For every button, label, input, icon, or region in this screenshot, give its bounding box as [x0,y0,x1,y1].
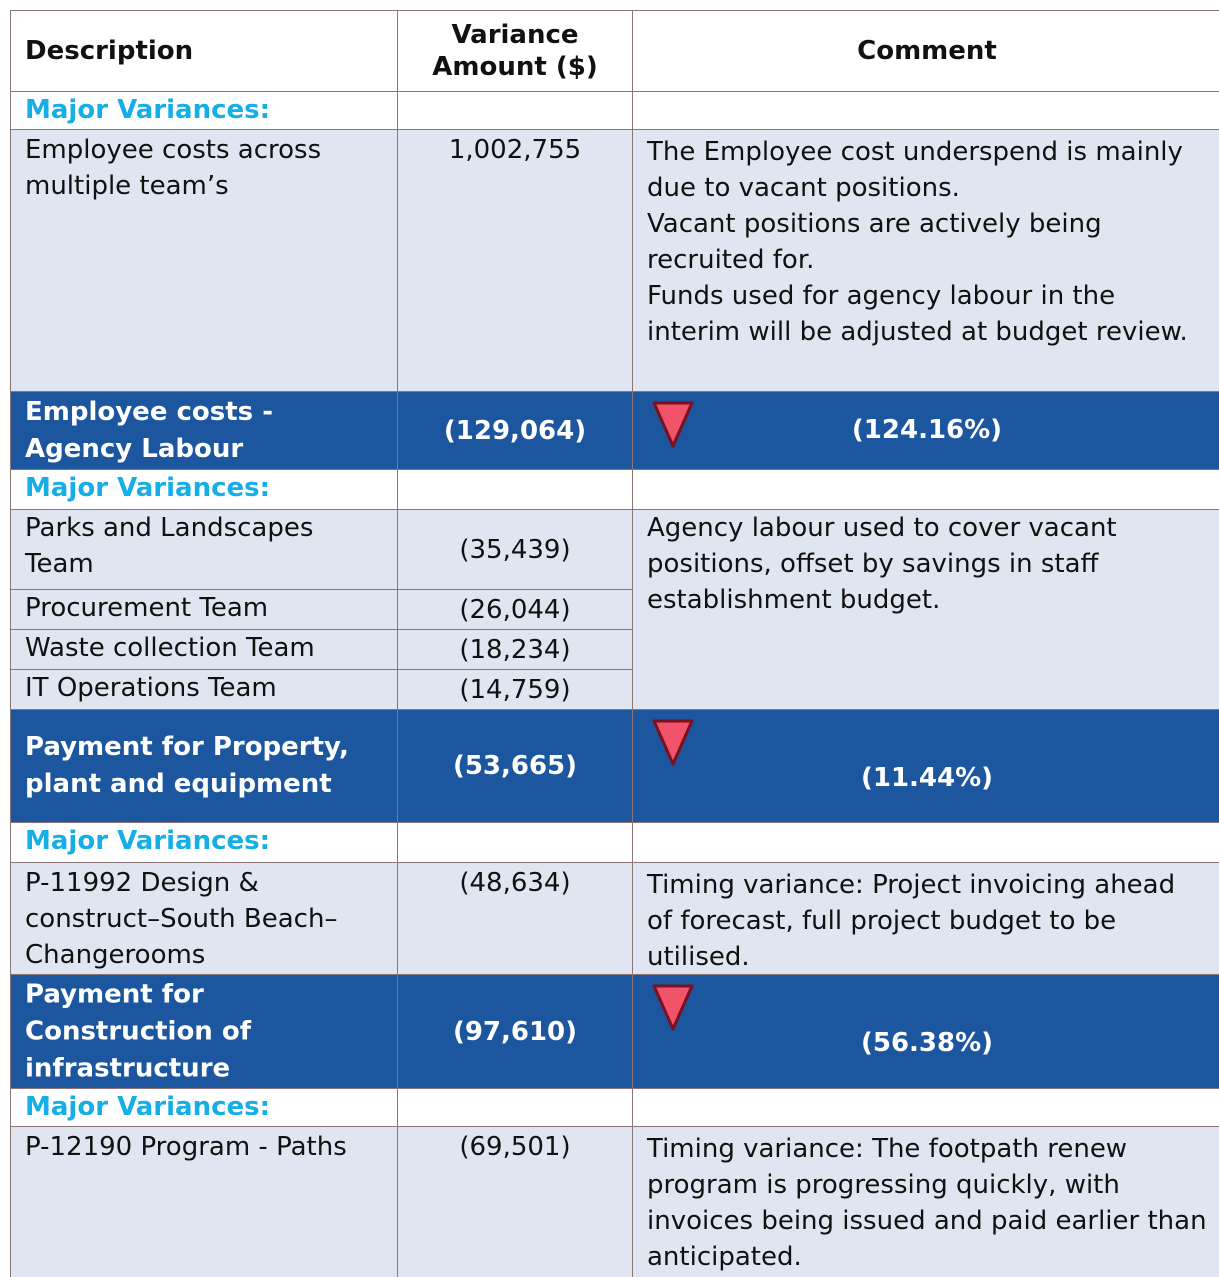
major-variances-label: Major Variances: [25,473,271,503]
comment-line: Vacant positions are actively being recr… [647,209,1102,275]
down-triangle-icon [652,401,694,448]
comment-line: Funds used for agency labour in the inte… [647,281,1188,347]
item-description-cell: Procurement Team [10,590,398,630]
header-text: Comment [857,36,997,66]
major-variances-label: Major Variances: [25,826,271,856]
down-triangle-icon [652,984,694,1031]
item-description-cell: Employee costs across multiple team’s [10,130,398,392]
header-text: Description [25,36,194,66]
total-amount: (129,064) [443,415,587,446]
empty-cell [398,470,633,510]
label-cell: Major Variances: [10,92,398,130]
item-comment-cell: Timing variance: The footpath renew prog… [633,1127,1219,1277]
total-amount-cell: (97,610) [398,975,633,1089]
item-description: IT Operations Team [25,673,277,703]
label-cell: Major Variances: [10,470,398,510]
total-percent: (11.44%) [860,763,994,793]
item-description-cell: Waste collection Team [10,630,398,670]
item-amount: (69,501) [459,1132,571,1162]
empty-cell [398,823,633,863]
comment-line: Timing variance: The footpath renew prog… [647,1134,1207,1272]
empty-cell [633,1089,1219,1127]
comment-line: Timing variance: Project invoicing ahead… [647,870,1176,972]
triangle [652,719,694,766]
total-percent: (56.38%) [860,1028,994,1058]
comment: The Employee cost underspend is mainly d… [647,134,1207,350]
item-description: Employee costs across multiple team’s [25,135,322,201]
total-percent-cell: (124.16%) [633,392,1219,470]
item-description: P-11992 Design & construct–South Beach–C… [25,868,338,970]
item-amount: (26,044) [459,594,571,625]
item-amount-cell: (18,234) [398,630,633,670]
header-cell: Description [10,10,398,92]
label-cell: Major Variances: [10,1089,398,1127]
item-amount-cell: (69,501) [398,1127,633,1277]
header-cell: Comment [633,10,1219,92]
item-description: P-12190 Program - Paths [25,1132,347,1162]
total-percent: (124.16%) [851,415,1003,445]
total-description: Employee costs - Agency Labour [25,396,274,464]
major-variances-label: Major Variances: [25,1092,271,1122]
item-description: Parks and Landscapes Team [25,513,314,579]
header-text: Variance Amount ($) [432,20,598,82]
item-description: Procurement Team [25,593,269,623]
total-description: Payment for Construction of infrastructu… [25,979,252,1083]
comment: Agency labour used to cover vacant posit… [647,510,1207,618]
item-amount-cell: (48,634) [398,863,633,975]
item-amount: (48,634) [459,868,571,898]
label-cell: Major Variances: [10,823,398,863]
total-amount-cell: (53,665) [398,710,633,823]
total-description-cell: Payment for Construction of infrastructu… [10,975,398,1089]
item-amount-cell: (14,759) [398,670,633,710]
item-comment-cell: Agency labour used to cover vacant posit… [633,510,1219,710]
item-amount: 1,002,755 [448,135,582,165]
empty-cell [398,92,633,130]
comment: Timing variance: The footpath renew prog… [647,1131,1207,1275]
item-amount-cell: 1,002,755 [398,130,633,392]
total-percent-cell: (11.44%) [633,710,1219,823]
empty-cell [633,92,1219,130]
item-amount-cell: (35,439) [398,510,633,590]
item-amount-cell: (26,044) [398,590,633,630]
major-variances-label: Major Variances: [25,95,271,125]
comment-line: The Employee cost underspend is mainly d… [647,137,1183,203]
total-description-cell: Employee costs - Agency Labour [10,392,398,470]
item-description-cell: IT Operations Team [10,670,398,710]
item-description-cell: Parks and Landscapes Team [10,510,398,590]
item-description: Waste collection Team [25,633,315,663]
triangle [652,984,694,1031]
total-amount: (53,665) [452,751,578,781]
empty-cell [633,823,1219,863]
total-description: Payment for Property, plant and equipmen… [25,732,349,799]
empty-cell [633,470,1219,510]
total-percent-cell: (56.38%) [633,975,1219,1089]
comment-line: Agency labour used to cover vacant posit… [647,513,1117,615]
comment: Timing variance: Project invoicing ahead… [647,867,1207,974]
item-amount: (14,759) [459,674,571,705]
down-triangle-icon [652,719,694,766]
item-description-cell: P-12190 Program - Paths [10,1127,398,1277]
item-amount: (18,234) [459,634,571,665]
item-amount: (35,439) [459,534,571,565]
item-comment-cell: The Employee cost underspend is mainly d… [633,130,1219,392]
total-amount-cell: (129,064) [398,392,633,470]
total-description-cell: Payment for Property, plant and equipmen… [10,710,398,823]
empty-cell [398,1089,633,1127]
item-description-cell: P-11992 Design & construct–South Beach–C… [10,863,398,975]
triangle [652,401,694,448]
total-amount: (97,610) [452,1016,578,1047]
item-comment-cell: Timing variance: Project invoicing ahead… [633,863,1219,975]
header-cell: Variance Amount ($) [398,10,633,92]
